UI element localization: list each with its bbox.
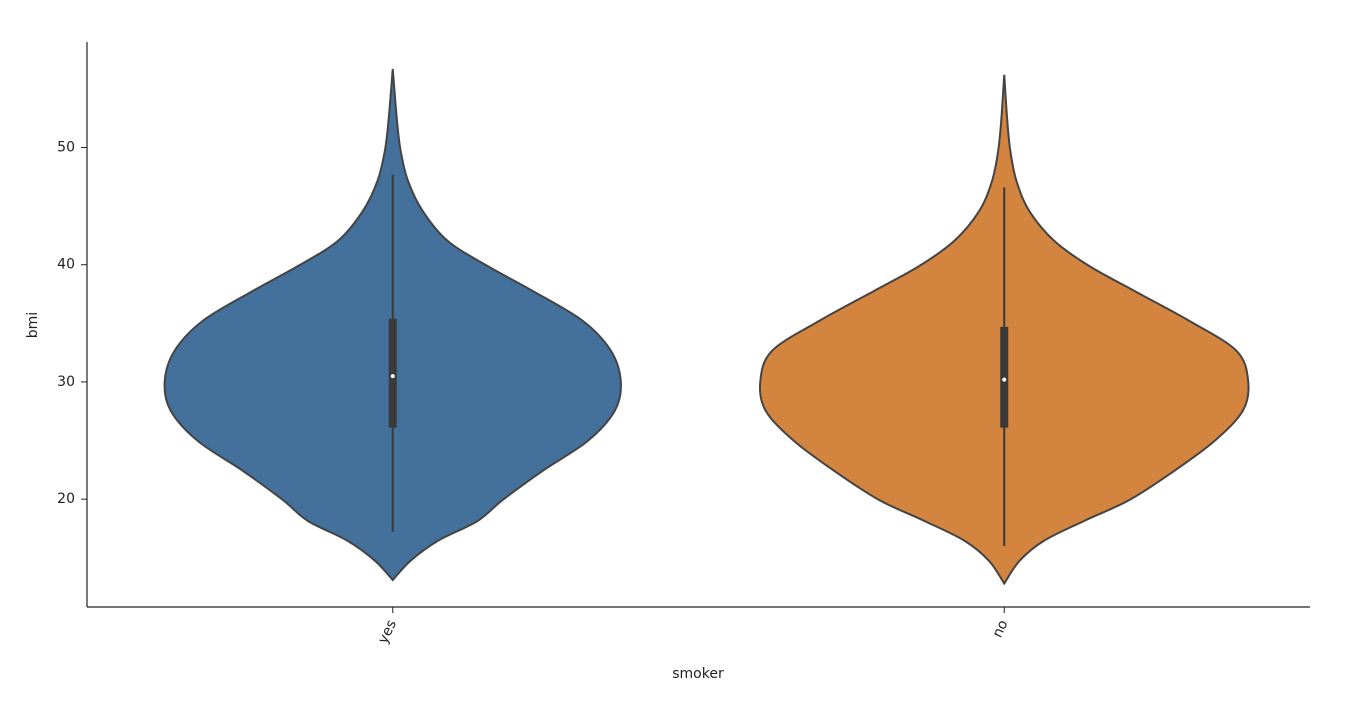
box <box>1000 326 1009 428</box>
median <box>1002 377 1007 382</box>
box <box>388 318 397 428</box>
y-tick-label: 40 <box>57 257 75 273</box>
y-tick-label: 50 <box>57 139 75 155</box>
y-axis-label: bmi <box>25 312 41 338</box>
x-axis-label: smoker <box>672 666 724 682</box>
x-tick-label: no <box>990 618 1012 641</box>
y-tick-label: 30 <box>57 374 75 390</box>
x-tick-label: yes <box>375 618 400 647</box>
median <box>390 374 395 379</box>
y-tick-label: 20 <box>57 491 75 507</box>
